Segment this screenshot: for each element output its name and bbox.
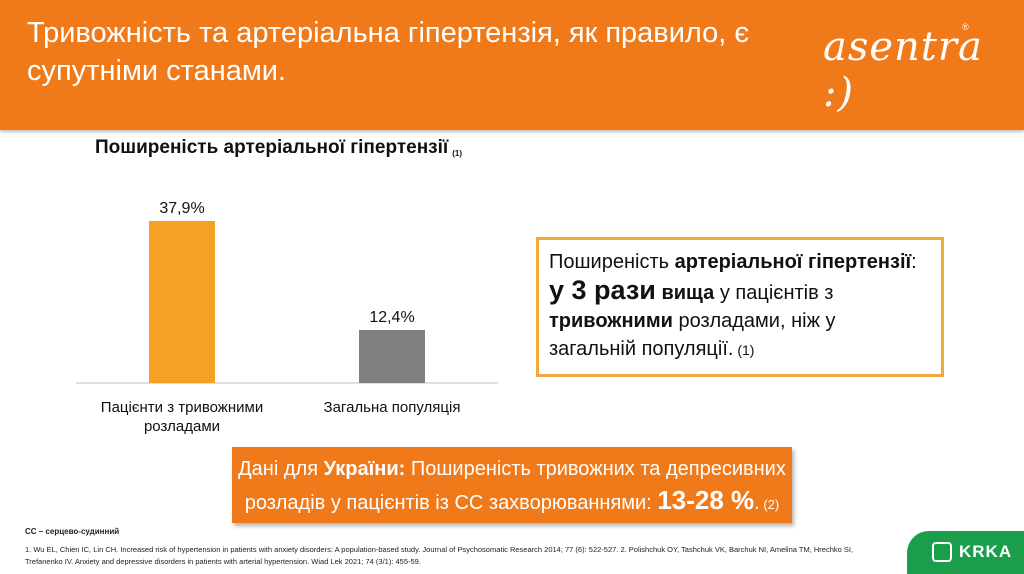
brand-logo: asentra :) [823, 24, 983, 116]
banner-ref: (2) [759, 497, 780, 512]
banner-line1: Дані для України: Поширеність тривожних … [232, 454, 792, 485]
callout-bold-3: тривожними [549, 310, 673, 332]
callout-line3: тривожними розладами, ніж у [549, 307, 931, 335]
category-label-anxiety: Пацієнти з тривожними розладами [82, 398, 282, 436]
callout-text-2: у пацієнтів з [714, 282, 834, 304]
banner-period: . [754, 492, 760, 514]
krka-logo: KRKA [907, 531, 1024, 574]
callout-line4: загальній популяції. (1) [549, 335, 931, 364]
category-label-anxiety-line2: розладами [143, 418, 221, 435]
callout-line1: Поширеність артеріальної гіпертензії: [549, 248, 931, 276]
banner-big-text: 13-28 % [657, 485, 755, 515]
ukraine-data-banner: Дані для України: Поширеність тривожних … [232, 447, 792, 523]
callout-text-4: загальній популяції. [549, 338, 734, 360]
bar-1 [359, 329, 425, 383]
banner-line2: розладів у пацієнтів із СС захворюванням… [232, 485, 792, 520]
callout-text-1: Поширеність [549, 251, 675, 273]
bar-value-label-1: 12,4% [369, 309, 414, 326]
bar-value-label-0: 37,9% [159, 200, 204, 217]
callout-box: Поширеність артеріальної гіпертензії: у … [536, 237, 944, 377]
chart-title-text: Поширеність артеріальної гіпертензії [95, 137, 449, 158]
callout-bold-1: артеріальної гіпертензії [674, 251, 912, 273]
callout-line2: у 3 рази вища у пацієнтів з [549, 276, 931, 307]
callout-ref: (1) [733, 342, 755, 358]
brand-registered-mark: ® [962, 22, 969, 32]
banner-bold-1: України: [323, 458, 406, 480]
abbreviation-note: СС – серцево-судинний [25, 527, 120, 536]
chart-title-ref: (1) [452, 149, 463, 158]
callout-bold-2: вища [655, 282, 715, 304]
krka-logo-text: KRKA [959, 542, 1013, 561]
bar-0 [149, 221, 215, 383]
chart-title: Поширеність артеріальної гіпертензії (1) [95, 137, 462, 159]
callout-colon: : [911, 251, 917, 273]
banner-text-3: розладів у пацієнтів із СС захворюванням… [244, 492, 658, 514]
category-label-general-text: Загальна популяція [323, 399, 461, 416]
page-title: Тривожність та артеріальна гіпертензія, … [27, 17, 750, 87]
header-bar: Тривожність та артеріальна гіпертензія, … [0, 0, 1024, 130]
category-label-general: Загальна популяція [292, 398, 492, 417]
banner-text-1: Дані для [238, 458, 324, 480]
callout-big-text: у 3 рази [549, 275, 656, 305]
category-label-anxiety-line1: Пацієнти з тривожними [100, 399, 264, 416]
references: 1. Wu EL, Chien IC, Lin CH. Increased ri… [25, 545, 854, 566]
krka-logo-icon [932, 542, 952, 562]
callout-text-3: розладами, ніж у [672, 310, 836, 332]
banner-text-2: Поширеність тривожних та депресивних [405, 458, 786, 480]
